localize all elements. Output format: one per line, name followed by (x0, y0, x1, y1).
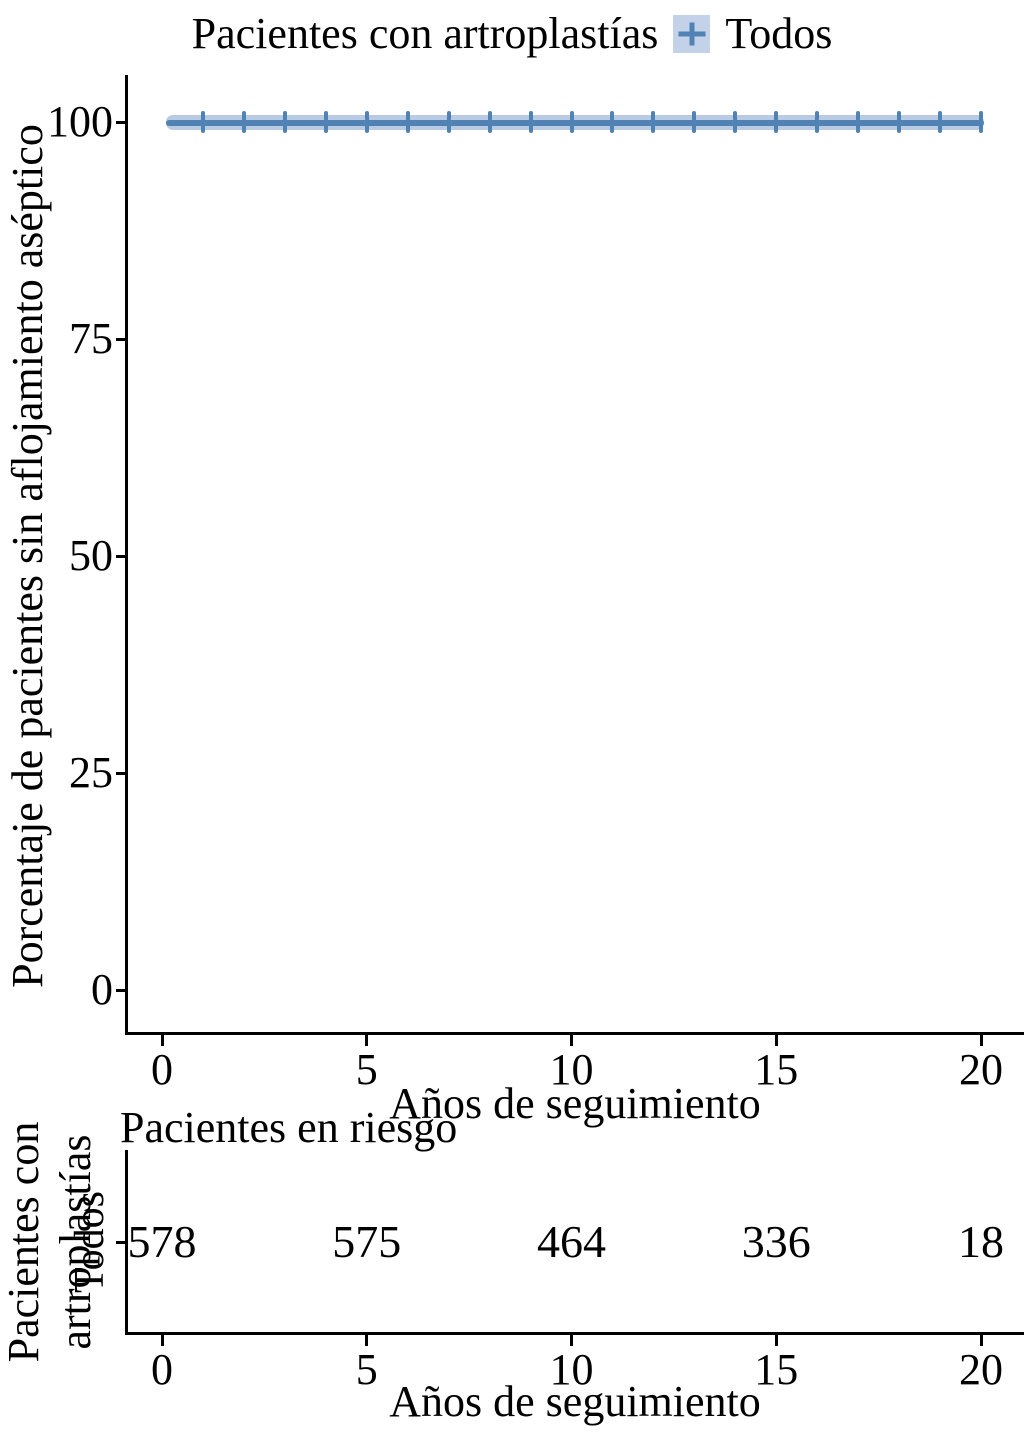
risk-x-tick-label: 0 (151, 1345, 173, 1394)
censor-tick (610, 111, 615, 133)
censor-tick (446, 111, 451, 133)
km-x-axis-line (125, 1032, 1024, 1035)
km-x-tick (570, 1035, 573, 1046)
legend-item-todos: Todos (725, 9, 833, 58)
km-x-tick-label: 10 (549, 1045, 594, 1094)
km-y-tick-label: 75 (69, 314, 113, 363)
km-x-tick-label: 20 (959, 1045, 1003, 1094)
censor-tick (651, 111, 656, 133)
survival-curve (166, 120, 984, 126)
risk-x-tick (160, 1335, 164, 1346)
risk-count: 464 (537, 1216, 606, 1267)
km-x-tick (160, 1035, 164, 1046)
censor-tick (200, 111, 205, 133)
risk-count: 18 (958, 1216, 1004, 1267)
censor-tick (569, 111, 574, 133)
risk-x-tick (570, 1335, 573, 1346)
km-y-tick-label: 50 (69, 531, 113, 580)
risk-x-tick (774, 1335, 778, 1346)
censor-plus-icon (673, 15, 711, 53)
risk-x-tick-label: 5 (355, 1345, 378, 1394)
censor-tick (405, 111, 410, 133)
legend-title: Pacientes con artroplastías (191, 9, 659, 58)
risk-x-tick-label: 10 (549, 1345, 594, 1394)
risk-x-tick (979, 1335, 983, 1346)
km-x-tick (774, 1035, 778, 1046)
km-x-tick-label: 0 (151, 1045, 173, 1094)
censor-tick (979, 111, 983, 133)
km-y-tick (116, 337, 125, 341)
risk-table-title: Pacientes en riesgo (120, 1103, 458, 1152)
risk-outer-y-label: Pacientes con artroplastías (0, 1121, 100, 1363)
censor-tick (282, 111, 287, 133)
risk-y-axis-line (125, 1150, 128, 1334)
risk-count: 336 (741, 1216, 811, 1267)
censor-tick (323, 111, 328, 133)
risk-count: 578 (127, 1216, 197, 1267)
risk-x-axis-line (125, 1332, 1024, 1335)
risk-x-tick-label: 20 (959, 1345, 1003, 1394)
km-x-tick-label: 5 (355, 1045, 378, 1094)
risk-x-tick (365, 1335, 369, 1346)
km-x-tick (979, 1035, 983, 1046)
censor-tick (815, 111, 820, 133)
censor-tick (897, 111, 902, 133)
km-x-tick-label: 15 (754, 1045, 799, 1094)
km-y-tick-label: 0 (91, 965, 113, 1014)
censor-tick (528, 111, 533, 133)
km-x-axis-title: Años de seguimiento (389, 1079, 761, 1128)
censor-tick (692, 111, 697, 133)
legend: Pacientes con artroplastías Todos (0, 6, 1024, 62)
km-y-tick (116, 988, 125, 992)
km-y-axis-line (125, 75, 128, 1035)
km-x-tick (365, 1035, 369, 1046)
censor-tick (241, 111, 246, 133)
km-y-tick-label: 25 (69, 748, 113, 797)
censor-tick (733, 111, 738, 133)
censor-tick (364, 111, 369, 133)
censor-tick (487, 111, 492, 133)
censor-tick (774, 111, 779, 133)
risk-x-axis-title: Años de seguimiento (389, 1377, 761, 1426)
km-y-tick (116, 120, 125, 124)
km-y-tick (116, 771, 125, 775)
risk-x-tick-label: 15 (754, 1345, 799, 1394)
censor-tick (856, 111, 861, 133)
km-y-tick (116, 554, 125, 558)
km-y-tick-label: 100 (47, 97, 113, 146)
censor-tick (938, 111, 943, 133)
risk-count: 575 (332, 1216, 402, 1267)
risk-row-tick (116, 1241, 125, 1244)
